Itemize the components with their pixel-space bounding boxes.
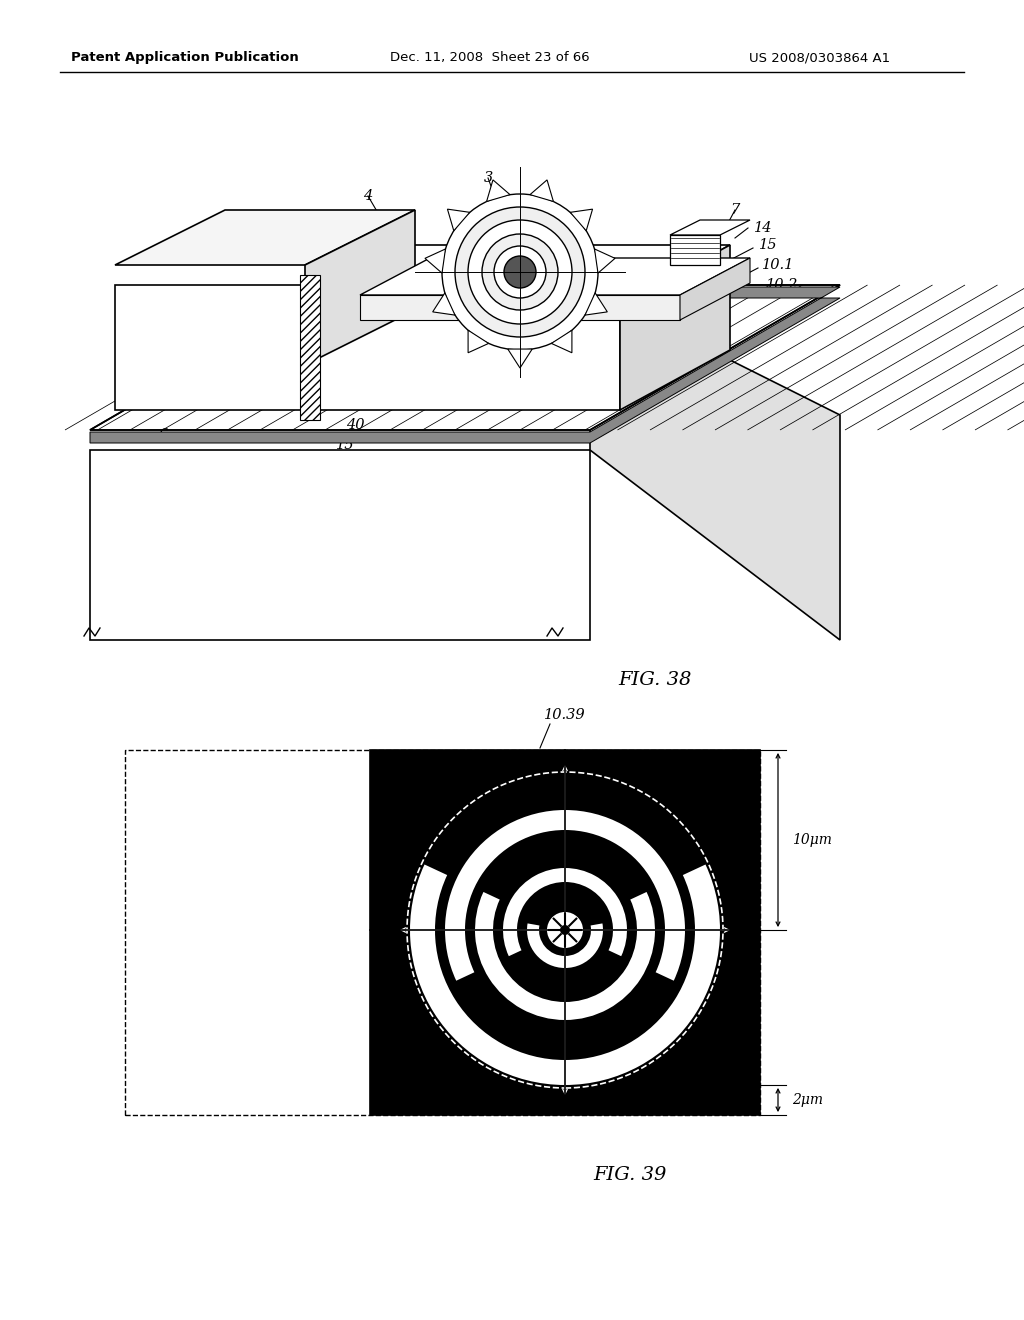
Text: 10μm: 10μm [792, 833, 831, 847]
Polygon shape [590, 290, 840, 640]
Polygon shape [305, 305, 620, 411]
Polygon shape [670, 235, 720, 265]
Polygon shape [468, 330, 488, 352]
Text: 2: 2 [196, 312, 205, 325]
Text: 15: 15 [336, 438, 354, 451]
Polygon shape [620, 246, 730, 411]
Polygon shape [530, 180, 553, 202]
Polygon shape [680, 257, 750, 319]
Text: 15: 15 [759, 238, 777, 252]
Polygon shape [115, 210, 415, 265]
Polygon shape [90, 450, 590, 640]
Text: Dec. 11, 2008  Sheet 23 of 66: Dec. 11, 2008 Sheet 23 of 66 [390, 51, 590, 65]
Circle shape [482, 234, 558, 310]
Circle shape [504, 256, 536, 288]
Polygon shape [300, 275, 319, 420]
Text: 2μm: 2μm [792, 1093, 823, 1107]
Wedge shape [503, 869, 627, 956]
Circle shape [468, 220, 572, 323]
Wedge shape [445, 810, 685, 981]
Polygon shape [447, 209, 470, 231]
Text: 10.1: 10.1 [762, 257, 795, 272]
Wedge shape [475, 892, 655, 1020]
Text: Patent Application Publication: Patent Application Publication [71, 51, 299, 65]
Polygon shape [425, 249, 445, 273]
Polygon shape [90, 286, 840, 444]
Polygon shape [508, 348, 532, 368]
Text: 7: 7 [730, 203, 739, 216]
Text: US 2008/0303864 A1: US 2008/0303864 A1 [750, 51, 891, 65]
Polygon shape [305, 210, 415, 366]
Circle shape [494, 246, 546, 298]
Bar [125, 750, 760, 1115]
Polygon shape [90, 285, 840, 430]
Wedge shape [527, 924, 603, 968]
Text: 10.39: 10.39 [544, 708, 586, 722]
Polygon shape [585, 293, 607, 315]
Text: FIG. 39: FIG. 39 [593, 1166, 667, 1184]
Polygon shape [360, 294, 680, 319]
Polygon shape [360, 257, 750, 294]
Text: 3: 3 [483, 172, 493, 185]
Polygon shape [551, 330, 572, 352]
Circle shape [560, 925, 570, 935]
Polygon shape [486, 180, 510, 202]
Text: 40: 40 [346, 418, 365, 432]
Text: 6: 6 [159, 428, 168, 442]
Polygon shape [90, 285, 840, 430]
Text: 4: 4 [364, 189, 373, 203]
Polygon shape [570, 209, 593, 231]
Circle shape [547, 912, 583, 948]
Text: 14: 14 [754, 220, 772, 235]
Circle shape [455, 207, 585, 337]
Polygon shape [115, 285, 305, 411]
Bar [370, 750, 760, 1115]
Text: FIG. 38: FIG. 38 [618, 671, 691, 689]
Polygon shape [670, 220, 750, 235]
Circle shape [442, 194, 598, 350]
Text: 10.2: 10.2 [766, 279, 798, 292]
Polygon shape [433, 293, 455, 315]
Polygon shape [595, 249, 615, 273]
Bar [370, 750, 760, 931]
Polygon shape [305, 246, 730, 305]
Wedge shape [410, 865, 720, 1085]
Bar [370, 931, 760, 1115]
